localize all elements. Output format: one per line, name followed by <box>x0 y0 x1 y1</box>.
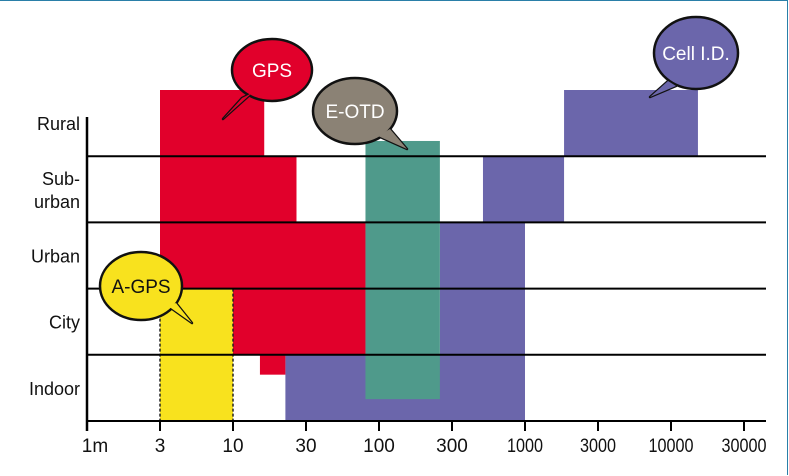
e-otd-callout: E-OTD <box>311 76 409 151</box>
x-tick-label: 300 <box>436 436 468 457</box>
cell-i-d-callout-label: Cell I.D. <box>662 44 730 65</box>
a-gps-callout-fill <box>101 253 181 319</box>
row-label: Rural <box>37 114 80 134</box>
x-tick-label: 3000 <box>580 436 616 457</box>
row-label: Sub- <box>42 169 80 189</box>
cell-i-d-bar <box>564 90 698 157</box>
cell-i-d-callout: Cell I.D. <box>648 15 740 99</box>
x-tick-label: 1m <box>82 436 108 457</box>
gps-bar <box>160 156 297 223</box>
row-label: City <box>49 313 80 333</box>
x-tick-label: 30000 <box>722 436 767 457</box>
a-gps-callout: A-GPS <box>98 250 194 325</box>
row-label: urban <box>34 192 80 212</box>
x-tick-label: 100 <box>363 436 395 457</box>
x-tick-label: 30 <box>295 436 316 457</box>
x-tick-label: 3 <box>155 436 166 457</box>
x-tick-label: 10 <box>222 436 243 457</box>
x-tick-label: 1000 <box>507 436 543 457</box>
row-label: Indoor <box>29 379 80 399</box>
cell-i-d-callout-tail-fill <box>650 81 676 97</box>
gps-callout-tail-fill <box>223 93 252 119</box>
a-gps-callout-label: A-GPS <box>111 277 170 298</box>
a-gps-callout-tail-fill <box>168 303 192 323</box>
gps-bar <box>259 354 286 375</box>
e-otd-callout-label: E-OTD <box>325 102 384 123</box>
cell-i-d-bar <box>482 156 565 223</box>
e-otd-callout-fill <box>314 79 396 143</box>
e-otd-bar <box>365 140 440 400</box>
x-tick-label: 10000 <box>649 436 694 457</box>
gps-bar <box>160 222 366 289</box>
gps-bar <box>160 90 265 157</box>
gps-callout-fill <box>233 40 311 100</box>
gps-callout-label: GPS <box>252 61 292 82</box>
e-otd-callout-tail-fill <box>378 129 407 149</box>
gps-callout: GPS <box>221 37 314 121</box>
gps-bar <box>233 288 366 355</box>
row-label: Urban <box>31 247 80 267</box>
cell-i-d-callout-fill <box>655 18 737 88</box>
